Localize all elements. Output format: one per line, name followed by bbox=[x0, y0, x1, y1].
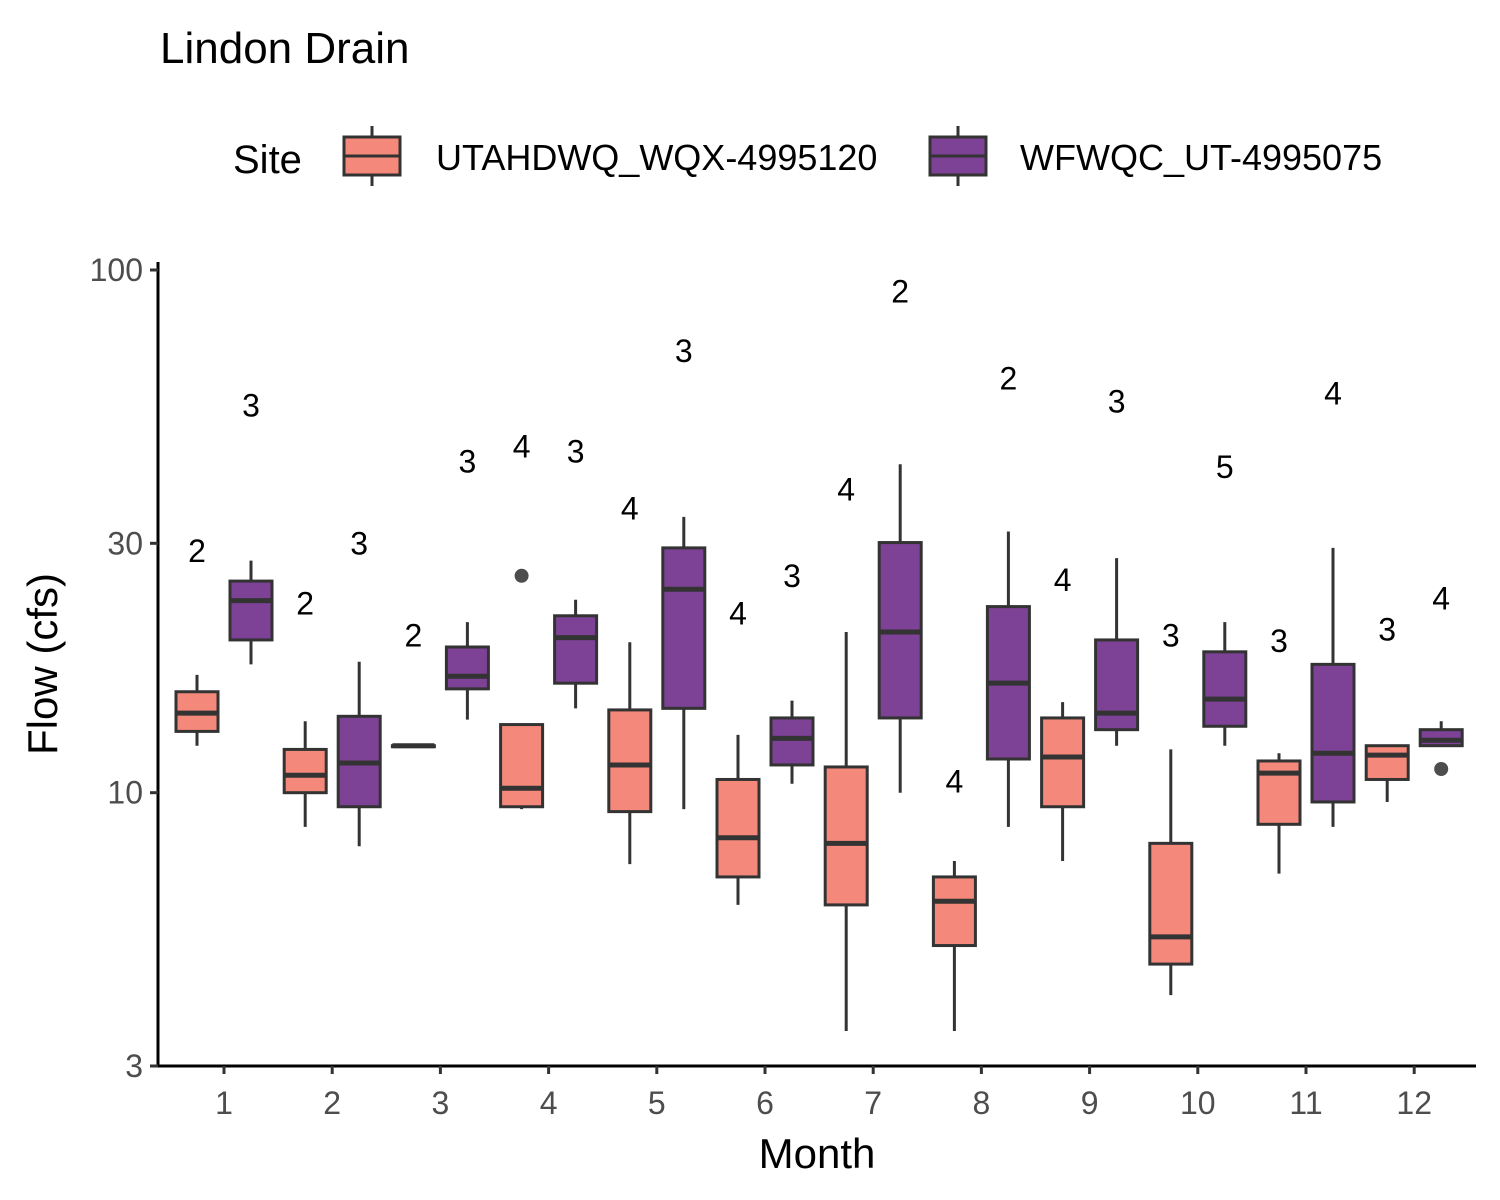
y-tick-label: 100 bbox=[90, 252, 143, 288]
box-group: 2 bbox=[174, 533, 220, 746]
box-body bbox=[769, 716, 815, 767]
count-label: 2 bbox=[405, 617, 423, 653]
count-label: 2 bbox=[1000, 361, 1018, 397]
box-group: 2 bbox=[985, 361, 1031, 827]
box-group: 5 bbox=[1202, 449, 1248, 746]
box-body bbox=[444, 645, 490, 691]
count-label: 4 bbox=[729, 596, 747, 632]
x-tick-label: 6 bbox=[756, 1085, 774, 1121]
x-tick-label: 5 bbox=[648, 1085, 666, 1121]
box-group: 4 bbox=[607, 490, 653, 865]
box-group: 3 bbox=[553, 433, 599, 709]
box-body bbox=[823, 765, 869, 907]
count-label: 5 bbox=[1216, 449, 1234, 485]
count-label: 3 bbox=[242, 388, 260, 424]
legend-title: Site bbox=[233, 138, 302, 182]
x-tick-label: 2 bbox=[323, 1085, 341, 1121]
y-tick-label: 3 bbox=[125, 1048, 143, 1084]
box-body bbox=[228, 579, 274, 642]
box-group: 4 bbox=[499, 428, 545, 810]
count-label: 4 bbox=[513, 428, 531, 464]
box-group: 4 bbox=[823, 472, 869, 1032]
box-body bbox=[553, 614, 599, 685]
x-tick-label: 4 bbox=[540, 1085, 558, 1121]
count-label: 3 bbox=[675, 333, 693, 369]
count-label: 4 bbox=[1324, 376, 1342, 412]
count-label: 4 bbox=[946, 764, 964, 800]
box-body bbox=[661, 546, 707, 710]
legend-label: UTAHDWQ_WQX-4995120 bbox=[436, 137, 877, 178]
box-body bbox=[1418, 728, 1464, 748]
count-label: 2 bbox=[296, 586, 314, 622]
box-body bbox=[499, 723, 545, 809]
y-axis-title: Flow (cfs) bbox=[19, 573, 66, 755]
box-outlier bbox=[1434, 762, 1449, 777]
box-body bbox=[1364, 744, 1410, 781]
x-tick-label: 7 bbox=[864, 1085, 882, 1121]
count-label: 3 bbox=[1108, 384, 1126, 420]
count-label: 2 bbox=[891, 273, 909, 309]
y-tick-label: 30 bbox=[107, 525, 143, 561]
count-label: 3 bbox=[1378, 612, 1396, 648]
x-axis-title: Month bbox=[759, 1130, 876, 1177]
box-body bbox=[1256, 759, 1302, 826]
box-group: 4 bbox=[715, 596, 761, 905]
legend: Site UTAHDWQ_WQX-4995120 WFWQC_UT-4995075 bbox=[233, 126, 1382, 186]
box-body bbox=[1040, 716, 1086, 809]
box-group: 3 bbox=[1094, 384, 1140, 746]
box-group: 4 bbox=[1418, 581, 1464, 777]
count-label: 3 bbox=[567, 433, 585, 469]
x-tick-label: 12 bbox=[1396, 1085, 1432, 1121]
box-group: 2 bbox=[390, 617, 436, 749]
box-body bbox=[1202, 650, 1248, 728]
box-body bbox=[931, 875, 977, 948]
x-tick-label: 9 bbox=[1081, 1085, 1099, 1121]
count-label: 3 bbox=[350, 525, 368, 561]
count-label: 4 bbox=[621, 490, 639, 526]
box-group: 3 bbox=[444, 444, 490, 720]
box-group: 3 bbox=[228, 388, 274, 665]
box-body bbox=[282, 747, 328, 795]
box-group: 4 bbox=[1310, 376, 1356, 827]
x-tick-label: 11 bbox=[1289, 1085, 1322, 1121]
count-label: 4 bbox=[837, 472, 855, 508]
box-outlier bbox=[514, 568, 529, 583]
count-label: 3 bbox=[1270, 623, 1288, 659]
y-tick-label: 10 bbox=[107, 775, 143, 811]
box-body bbox=[1148, 841, 1194, 966]
box-body bbox=[1094, 638, 1140, 732]
box-group: 2 bbox=[877, 273, 923, 793]
legend-label: WFWQC_UT-4995075 bbox=[1020, 137, 1382, 178]
count-label: 3 bbox=[459, 444, 477, 480]
count-label: 3 bbox=[783, 558, 801, 594]
x-tick-label: 3 bbox=[432, 1085, 450, 1121]
x-tick-label: 1 bbox=[215, 1085, 233, 1121]
box-group: 2 bbox=[282, 586, 328, 827]
box-group: 4 bbox=[1040, 562, 1086, 862]
box-group: 3 bbox=[1148, 617, 1194, 996]
count-label: 4 bbox=[1054, 562, 1072, 598]
x-tick-label: 8 bbox=[973, 1085, 991, 1121]
box-body bbox=[607, 708, 653, 814]
chart-title: Lindon Drain bbox=[160, 24, 410, 73]
box-group: 3 bbox=[1364, 612, 1410, 802]
count-label: 3 bbox=[1162, 617, 1180, 653]
box-body bbox=[715, 777, 761, 879]
box-group: 3 bbox=[769, 558, 815, 784]
box-group: 3 bbox=[336, 525, 382, 847]
box-body bbox=[1310, 662, 1356, 804]
count-label: 2 bbox=[188, 533, 206, 569]
box-group: 4 bbox=[931, 764, 977, 1032]
box-group: 3 bbox=[1256, 623, 1302, 874]
x-tick-label: 10 bbox=[1180, 1085, 1216, 1121]
box-group: 3 bbox=[661, 333, 707, 810]
count-label: 4 bbox=[1432, 581, 1450, 617]
